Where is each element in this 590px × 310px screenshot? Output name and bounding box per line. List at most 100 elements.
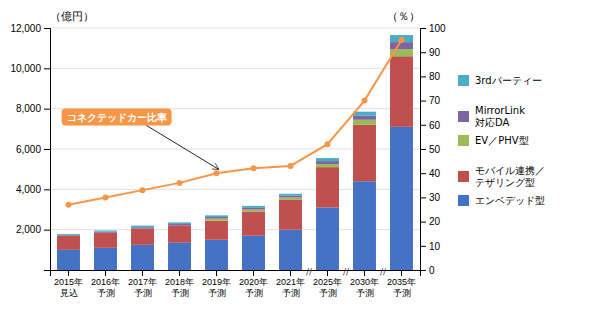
y-tick-mark [44, 189, 50, 190]
y2-tick-mark [420, 246, 426, 247]
bar [168, 222, 191, 224]
y2-tick: 10 [420, 241, 441, 252]
x-tick-mark [179, 270, 180, 276]
x-tick-label-line: 2035年 [387, 277, 416, 287]
bar [279, 194, 302, 196]
y2-tick-label: 10 [429, 241, 441, 252]
x-tick-label-line: 予測 [282, 288, 300, 298]
x-tick-mark [253, 270, 254, 276]
legend-swatch [458, 135, 469, 146]
bar [242, 212, 265, 236]
bar [94, 232, 117, 233]
legend-label: MirrorLink対応DA [475, 105, 525, 128]
bar [205, 219, 228, 221]
y2-tick-mark [420, 173, 426, 174]
y-axis-title: （億円） [50, 10, 94, 23]
marker [214, 170, 220, 176]
x-tick-label: 2035年予測 [387, 277, 416, 298]
plot: 2015年見込2016年予測2017年予測2018年予測2019年予測2020年… [10, 10, 446, 298]
bar [205, 240, 228, 270]
x-tick-label-line: 2018年 [165, 277, 194, 287]
bar [316, 207, 339, 270]
x-tick-label-line: 予測 [319, 288, 337, 298]
x-tick-label-line: 予測 [245, 288, 263, 298]
y2-tick-mark [420, 125, 426, 126]
x-tick-label-line: 2017年 [128, 277, 157, 287]
y2-tick-label: 80 [429, 71, 441, 82]
x-tick: 2016年予測 [91, 270, 120, 298]
y-tick-label: 10,000 [10, 63, 41, 74]
marks [57, 35, 413, 270]
x-tick-mark [142, 270, 143, 276]
x-tick-label-line: 2016年 [91, 277, 120, 287]
x-tick-label: 2030年予測 [350, 277, 379, 298]
legend-item: EV／PHV型 [458, 135, 529, 147]
y2-tick: 40 [420, 168, 441, 179]
bar [168, 243, 191, 270]
y2-tick-label: 90 [429, 47, 441, 58]
bar [353, 181, 376, 270]
y-tick: 10,000 [10, 63, 50, 74]
marker [177, 180, 183, 186]
y-tick-label: 2,000 [16, 224, 41, 235]
y2-tick: 70 [420, 95, 441, 106]
x-tick-label-line: 予測 [171, 288, 189, 298]
bar [316, 161, 339, 164]
legend-label: 3rdパーティー [475, 75, 542, 86]
x-tick-label: 2020年予測 [239, 277, 268, 298]
x-tick-label-line: 予測 [134, 288, 152, 298]
y2-tick: 90 [420, 47, 441, 58]
axis-break: // [306, 267, 313, 277]
x-tick-label: 2015年見込 [54, 277, 83, 298]
x-tick-label: 2019年予測 [202, 277, 231, 298]
legend-swatch [458, 195, 469, 206]
y2-tick-mark [420, 52, 426, 53]
legend-label-line: 対応DA [475, 117, 510, 128]
y2-tick-mark [420, 149, 426, 150]
x-tick-label-line: 見込 [60, 288, 78, 298]
marker [399, 37, 405, 43]
legend-label-line: エンベデッド型 [475, 195, 545, 206]
axis-break: // [343, 267, 350, 277]
bar [94, 230, 117, 231]
bar [94, 233, 117, 248]
y-tick: 2,000 [16, 224, 50, 235]
annotation-text: コネクテッドカー比率 [67, 112, 167, 123]
legend: 3rdパーティー MirrorLink対応DA EV／PHV型モバイル連携／テザリン… [458, 75, 545, 207]
x-tick-mark [216, 270, 217, 276]
y-tick-mark [44, 230, 50, 231]
y2-tick: 0 [420, 265, 435, 276]
y-tick-mark [44, 68, 50, 69]
x-tick: 2030年予測 [350, 270, 379, 298]
legend-item: モバイル連携／テザリング型 [458, 165, 545, 188]
legend-label-line: EV／PHV型 [475, 135, 529, 146]
y2-tick-label: 0 [429, 265, 435, 276]
y-axis-line [44, 29, 51, 271]
legend-label: モバイル連携／テザリング型 [475, 165, 545, 188]
marker [140, 187, 146, 193]
bar [316, 158, 339, 161]
grid-line [50, 68, 420, 69]
x-tick-mark [290, 270, 291, 276]
x-tick: 2021年予測 [276, 270, 305, 298]
bar [242, 210, 265, 212]
annotation-arrow [147, 126, 219, 170]
y2-tick-mark [420, 270, 426, 271]
bar [131, 226, 154, 228]
bar-series [57, 56, 413, 250]
markers [66, 37, 405, 208]
y2-axis: 0102030405060708090100 [420, 23, 446, 276]
bar [205, 217, 228, 219]
x-tick-mark [68, 270, 69, 276]
bar [353, 125, 376, 181]
bar [205, 215, 228, 217]
bar [353, 120, 376, 125]
bar [131, 228, 154, 229]
annotation-box [62, 109, 172, 126]
y2-axis-title: （％） [387, 10, 420, 23]
legend-item: MirrorLink対応DA [458, 105, 525, 128]
x-tick: 2017年予測 [128, 270, 157, 298]
y-tick-mark [44, 109, 50, 110]
y2-axis-line [421, 29, 427, 271]
y-tick: 12,000 [10, 23, 50, 34]
